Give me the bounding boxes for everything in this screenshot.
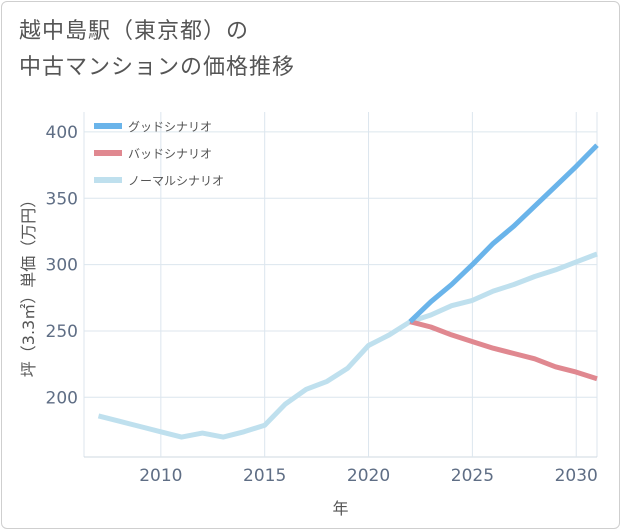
y-axis-label: 坪（3.3㎡）単価（万円） xyxy=(19,192,38,377)
legend-label: グッドシナリオ xyxy=(128,120,212,134)
x-tick-label: 2025 xyxy=(451,466,494,486)
series-line-1 xyxy=(409,319,598,382)
x-tick-label: 2015 xyxy=(243,466,286,486)
chart-title-line2: 中古マンションの価格推移 xyxy=(19,55,296,80)
y-tick-label: 400 xyxy=(46,123,78,143)
x-tick-label: 2020 xyxy=(347,466,390,486)
series-line-0 xyxy=(408,143,599,324)
y-tick-label: 200 xyxy=(46,388,78,408)
x-axis-label: 年 xyxy=(332,499,348,518)
chart-title-line1: 越中島駅（東京都）の xyxy=(19,19,250,44)
x-tick-labels: 2010 2015 2020 2025 2030 xyxy=(139,466,598,486)
y-tick-label: 300 xyxy=(46,256,78,276)
grid-lines xyxy=(83,112,598,458)
x-tick-label: 2010 xyxy=(139,466,182,486)
series-lines xyxy=(97,143,599,440)
y-tick-label: 250 xyxy=(46,322,78,342)
chart-title: 越中島駅（東京都）の 中古マンションの価格推移 xyxy=(19,14,579,86)
legend-label: バッドシナリオ xyxy=(128,147,212,161)
series-line-2 xyxy=(97,251,598,440)
x-tick-label: 2030 xyxy=(555,466,598,486)
y-tick-label: 350 xyxy=(46,189,78,209)
y-tick-labels: 200 250 300 350 400 xyxy=(46,123,78,408)
legend-label: ノーマルシナリオ xyxy=(128,174,224,188)
